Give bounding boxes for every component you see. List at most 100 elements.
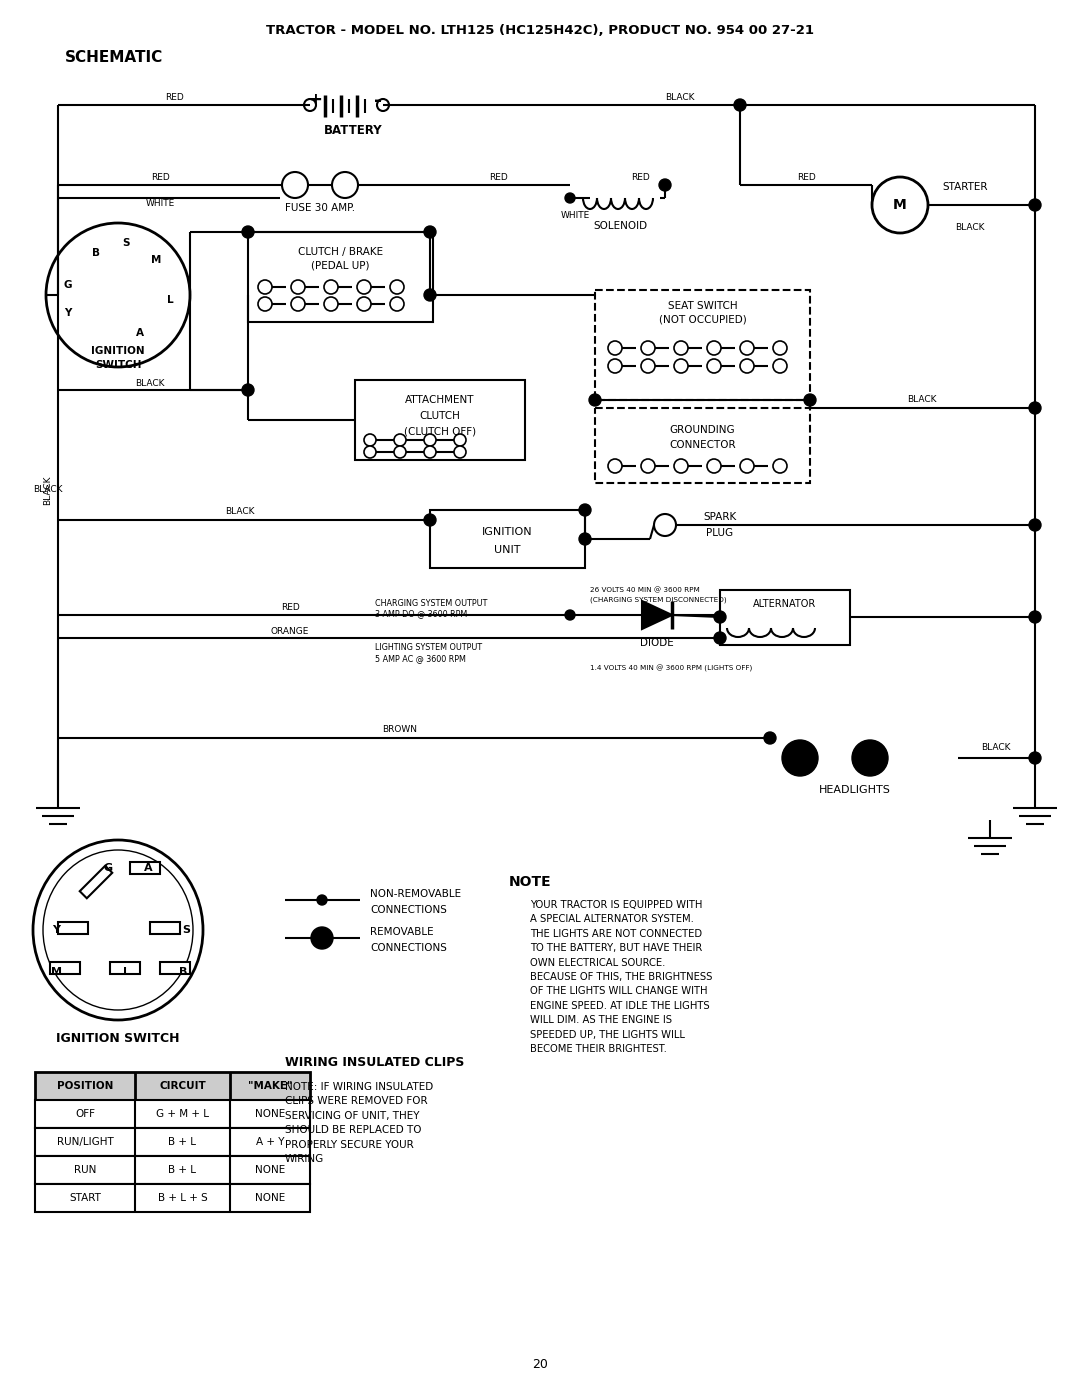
Circle shape xyxy=(608,341,622,355)
Circle shape xyxy=(424,446,436,458)
Bar xyxy=(160,963,190,974)
Text: 26 VOLTS 40 MIN @ 3600 RPM: 26 VOLTS 40 MIN @ 3600 RPM xyxy=(590,587,700,594)
Circle shape xyxy=(424,226,436,237)
Circle shape xyxy=(454,446,465,458)
Text: ORANGE: ORANGE xyxy=(271,626,309,636)
Circle shape xyxy=(364,446,376,458)
Text: DIODE: DIODE xyxy=(640,638,674,648)
Circle shape xyxy=(589,394,600,407)
Text: +: + xyxy=(308,91,322,109)
Text: RUN: RUN xyxy=(73,1165,96,1175)
Circle shape xyxy=(852,740,888,775)
Circle shape xyxy=(1029,752,1041,764)
Circle shape xyxy=(424,434,436,446)
Bar xyxy=(35,1155,310,1185)
Circle shape xyxy=(804,394,816,407)
Text: 5 AMP AC @ 3600 RPM: 5 AMP AC @ 3600 RPM xyxy=(375,655,465,664)
Text: POSITION: POSITION xyxy=(57,1081,113,1091)
Bar xyxy=(58,922,87,935)
Circle shape xyxy=(46,224,190,367)
Text: WHITE: WHITE xyxy=(146,200,175,208)
Text: L: L xyxy=(122,967,130,977)
Circle shape xyxy=(773,341,787,355)
Text: BLACK: BLACK xyxy=(33,486,63,495)
Text: START: START xyxy=(69,1193,100,1203)
Bar xyxy=(150,922,180,935)
Text: CONNECTIONS: CONNECTIONS xyxy=(370,943,447,953)
Circle shape xyxy=(390,298,404,312)
Text: WHITE: WHITE xyxy=(561,211,590,219)
Text: PLUG: PLUG xyxy=(706,528,733,538)
Bar xyxy=(35,1099,310,1127)
Bar xyxy=(595,291,810,400)
Text: RED: RED xyxy=(150,173,170,183)
Text: CLUTCH / BRAKE: CLUTCH / BRAKE xyxy=(298,247,383,257)
Circle shape xyxy=(424,289,436,300)
Text: SCHEMATIC: SCHEMATIC xyxy=(65,50,163,66)
Text: BLACK: BLACK xyxy=(226,507,255,517)
Ellipse shape xyxy=(43,849,193,1010)
Circle shape xyxy=(674,460,688,474)
Text: WIRING INSULATED CLIPS: WIRING INSULATED CLIPS xyxy=(285,1056,464,1069)
Circle shape xyxy=(303,99,316,110)
Text: B + L + S: B + L + S xyxy=(158,1193,207,1203)
Circle shape xyxy=(565,193,575,203)
Circle shape xyxy=(734,99,746,110)
Circle shape xyxy=(357,298,372,312)
Text: M: M xyxy=(151,256,161,265)
Text: SOLENOID: SOLENOID xyxy=(593,221,647,231)
Text: CONNECTIONS: CONNECTIONS xyxy=(370,905,447,915)
Text: LIGHTING SYSTEM OUTPUT: LIGHTING SYSTEM OUTPUT xyxy=(375,644,482,652)
Circle shape xyxy=(364,434,376,446)
Text: S: S xyxy=(183,925,190,935)
Text: RUN/LIGHT: RUN/LIGHT xyxy=(56,1137,113,1147)
Text: IGNITION: IGNITION xyxy=(482,527,532,536)
Text: B + L: B + L xyxy=(168,1165,197,1175)
Text: S: S xyxy=(122,237,130,249)
Text: REMOVABLE: REMOVABLE xyxy=(370,928,434,937)
Circle shape xyxy=(1029,520,1041,531)
Circle shape xyxy=(324,279,338,293)
Circle shape xyxy=(390,279,404,293)
Circle shape xyxy=(707,460,721,474)
Bar xyxy=(595,408,810,483)
Text: NOTE: IF WIRING INSULATED
CLIPS WERE REMOVED FOR
SERVICING OF UNIT, THEY
SHOULD : NOTE: IF WIRING INSULATED CLIPS WERE REM… xyxy=(285,1083,433,1164)
Text: Y: Y xyxy=(65,307,71,319)
Circle shape xyxy=(707,341,721,355)
Text: HEADLIGHTS: HEADLIGHTS xyxy=(819,785,891,795)
Text: 1.4 VOLTS 40 MIN @ 3600 RPM (LIGHTS OFF): 1.4 VOLTS 40 MIN @ 3600 RPM (LIGHTS OFF) xyxy=(590,665,753,672)
Text: (PEDAL UP): (PEDAL UP) xyxy=(311,261,369,271)
Circle shape xyxy=(740,359,754,373)
Circle shape xyxy=(291,298,305,312)
Bar xyxy=(35,1185,310,1213)
Text: B + L: B + L xyxy=(168,1137,197,1147)
Text: G: G xyxy=(64,279,72,291)
Text: -: - xyxy=(374,91,382,109)
Circle shape xyxy=(394,446,406,458)
Text: NONE: NONE xyxy=(255,1109,285,1119)
Circle shape xyxy=(332,172,357,198)
Circle shape xyxy=(674,359,688,373)
Text: M: M xyxy=(893,198,907,212)
Text: FUSE 30 AMP.: FUSE 30 AMP. xyxy=(285,203,355,212)
Circle shape xyxy=(258,298,272,312)
Circle shape xyxy=(377,99,389,110)
Text: RED: RED xyxy=(797,173,815,183)
Text: A: A xyxy=(144,863,152,873)
Circle shape xyxy=(642,341,654,355)
Bar xyxy=(50,963,80,974)
Circle shape xyxy=(642,359,654,373)
Circle shape xyxy=(324,298,338,312)
Circle shape xyxy=(764,732,777,745)
Text: 20: 20 xyxy=(532,1358,548,1372)
Text: SWITCH: SWITCH xyxy=(95,360,141,370)
Circle shape xyxy=(642,460,654,474)
Circle shape xyxy=(258,279,272,293)
Text: RED: RED xyxy=(631,173,649,183)
Text: L: L xyxy=(166,295,173,305)
Text: CHARGING SYSTEM OUTPUT: CHARGING SYSTEM OUTPUT xyxy=(375,598,487,608)
Text: (NOT OCCUPIED): (NOT OCCUPIED) xyxy=(659,314,746,326)
Text: SPARK: SPARK xyxy=(703,511,737,522)
Text: G + M + L: G + M + L xyxy=(156,1109,210,1119)
Text: BLACK: BLACK xyxy=(43,475,53,504)
